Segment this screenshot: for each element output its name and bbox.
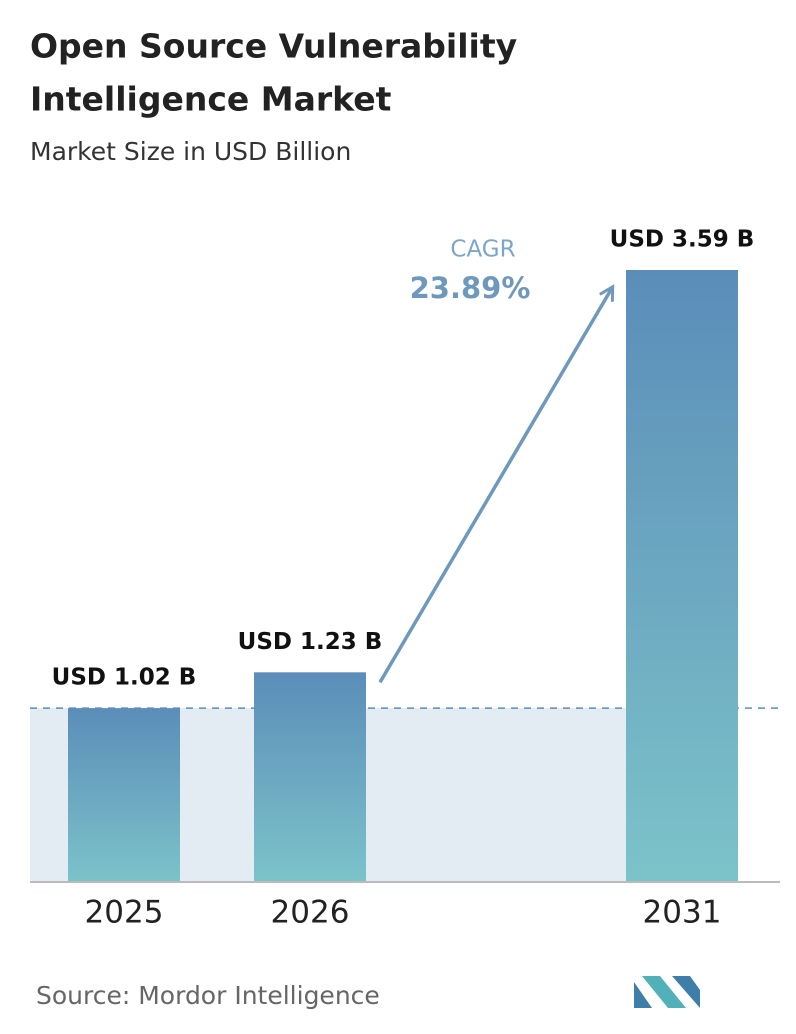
x-tick-label: 2026 <box>271 895 350 931</box>
chart-title: Open Source Vulnerability <box>30 27 517 66</box>
cagr-value: 23.89% <box>410 271 531 305</box>
chart-title: Intelligence Market <box>30 80 392 119</box>
cagr-arrow <box>378 288 612 684</box>
logo <box>634 976 700 1008</box>
value-label: USD 1.23 B <box>238 629 383 655</box>
cagr-label: CAGR <box>450 237 515 263</box>
source: Source: Mordor Intelligence <box>36 981 380 1010</box>
bar <box>626 270 738 882</box>
value-label: USD 1.02 B <box>52 665 197 691</box>
bar <box>254 672 366 882</box>
x-tick-label: 2031 <box>643 895 722 931</box>
value-label: USD 3.59 B <box>610 227 755 253</box>
bar <box>68 708 180 882</box>
chart-subtitle: Market Size in USD Billion <box>30 137 351 166</box>
x-tick-label: 2025 <box>85 895 164 931</box>
